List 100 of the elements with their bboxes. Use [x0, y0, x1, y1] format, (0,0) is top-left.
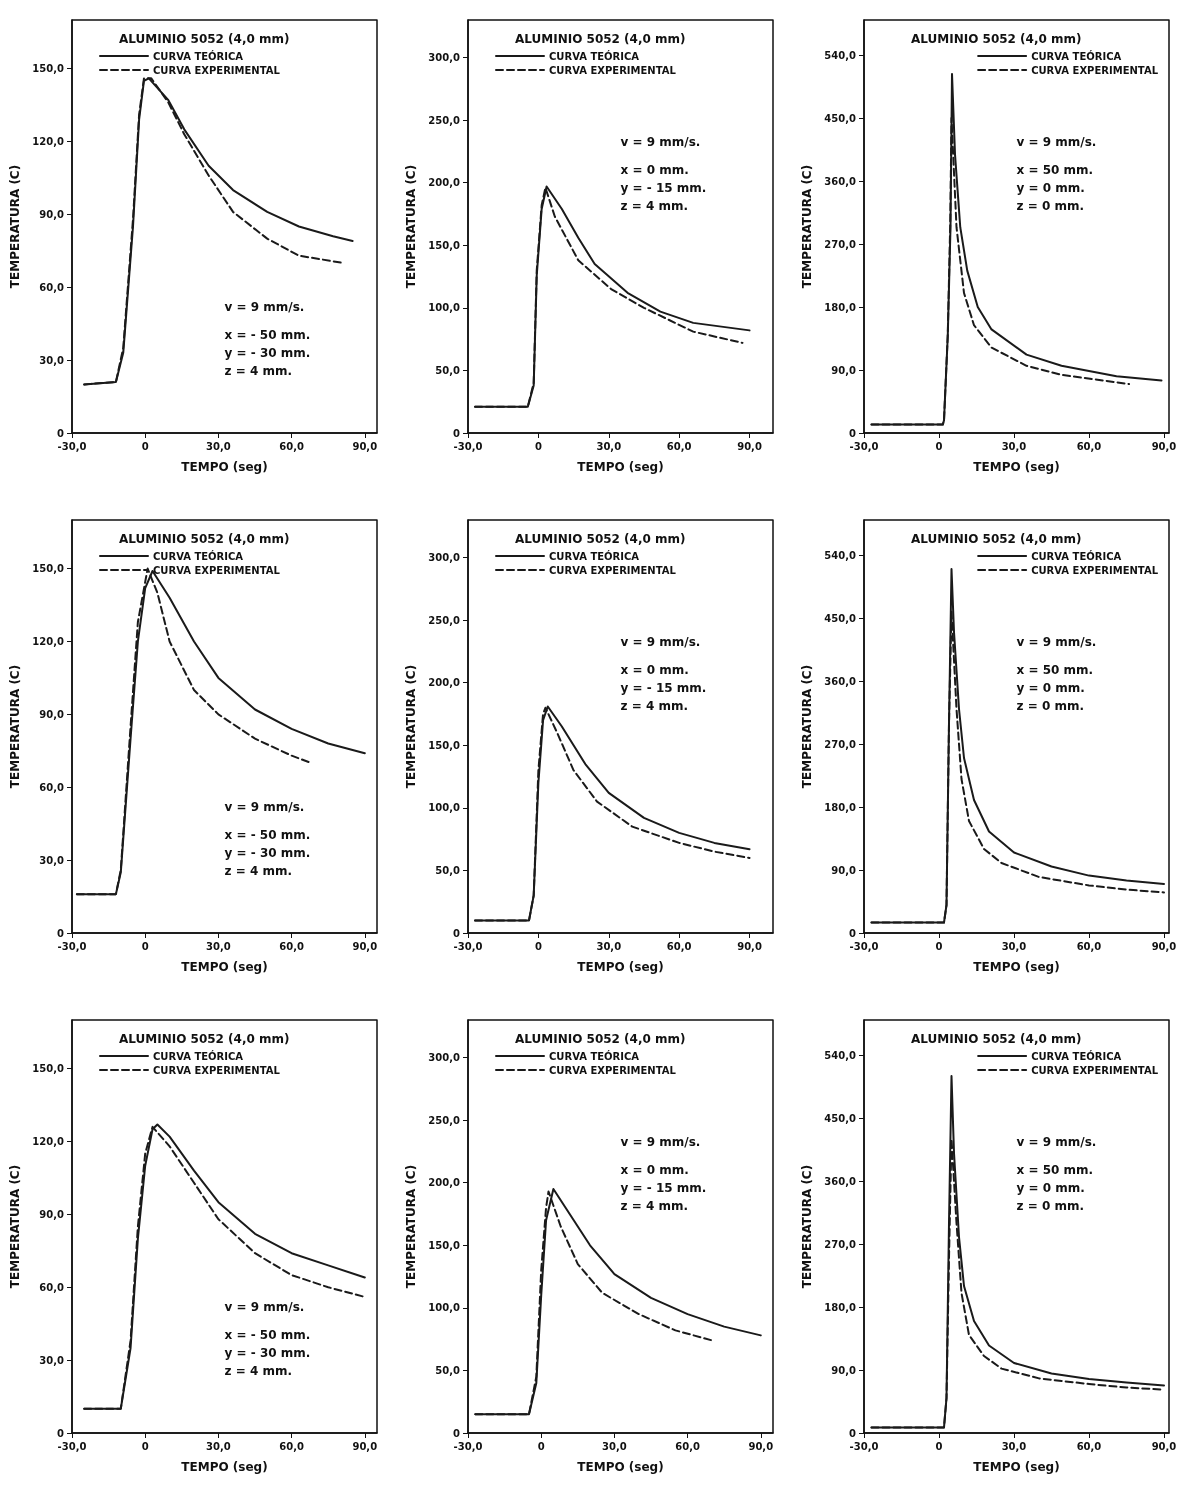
x-tick-label: 0 [935, 1440, 943, 1452]
annotation: v = 9 mm/s. [620, 134, 701, 149]
y-tick-label: 30,0 [39, 854, 65, 866]
annotation: z = 4 mm. [224, 863, 292, 878]
text: ALUMINIO 5052 (4,0 mm) [119, 32, 290, 46]
y-tick-label: 0 [57, 1427, 65, 1439]
annotation: z = 0 mm. [1016, 1198, 1084, 1213]
x-tick-label: 60,0 [1076, 1440, 1102, 1452]
y-axis-title: TEMPERATURA (C) [8, 1164, 23, 1289]
legend-label: CURVA EXPERIMENTAL [549, 64, 677, 76]
annotation: x = 0 mm. [620, 662, 689, 677]
y-tick-label: 300,0 [428, 552, 461, 564]
y-tick-label: 250,0 [428, 614, 461, 626]
y-tick-label: 360,0 [824, 675, 857, 687]
y-axis-title: TEMPERATURA (C) [404, 164, 419, 289]
x-tick-label: -30,0 [57, 1440, 87, 1452]
y-tick-label: 90,0 [39, 208, 65, 220]
annotation: v = 9 mm/s. [1016, 134, 1097, 149]
x-tick-label: -30,0 [453, 1440, 483, 1452]
x-tick-label: 30,0 [206, 1440, 231, 1452]
x-axis-title: TEMPO (seg) [973, 460, 1060, 474]
y-tick-label: 450,0 [824, 612, 857, 624]
y-tick-label: 30,0 [39, 354, 65, 366]
x-tick-label: 90,0 [1151, 940, 1177, 952]
y-tick-label: 180,0 [824, 1301, 857, 1313]
x-tick-label: 30,0 [1001, 1440, 1027, 1452]
y-tick-label: 0 [57, 427, 65, 439]
y-tick-label: 270,0 [824, 738, 857, 750]
x-tick-label: 90,0 [352, 440, 378, 452]
y-tick-label: 100,0 [428, 302, 461, 314]
y-tick-label: 150,0 [428, 1239, 461, 1251]
y-tick-label: 250,0 [428, 114, 461, 126]
y-tick-label: 0 [849, 1427, 857, 1439]
annotation: v = 9 mm/s. [224, 799, 305, 814]
x-tick-label: -30,0 [849, 440, 879, 452]
y-tick-label: 60,0 [39, 1281, 65, 1293]
text: ALUMINIO 5052 (4,0 mm) [515, 532, 686, 546]
y-tick-label: 90,0 [831, 364, 857, 376]
legend-label: CURVA TEÓRICA [1031, 49, 1122, 62]
annotation: v = 9 mm/s. [1016, 634, 1097, 649]
x-tick-label: 30,0 [596, 440, 622, 452]
x-tick-label: 30,0 [596, 940, 622, 952]
y-tick-label: 0 [849, 927, 857, 939]
text: ALUMINIO 5052 (4,0 mm) [911, 532, 1082, 546]
annotation: v = 9 mm/s. [620, 634, 701, 649]
x-axis-title: TEMPO (seg) [181, 460, 268, 474]
y-axis-title: TEMPERATURA (C) [8, 664, 23, 789]
x-tick-label: 0 [141, 440, 149, 452]
y-axis-title: TEMPERATURA (C) [8, 164, 23, 289]
annotation: x = 50 mm. [1016, 162, 1094, 177]
legend-label: CURVA EXPERIMENTAL [549, 564, 677, 576]
x-tick-label: 30,0 [1001, 940, 1027, 952]
annotation: v = 9 mm/s. [224, 1299, 305, 1314]
legend-label: CURVA EXPERIMENTAL [1031, 64, 1159, 76]
y-tick-label: 300,0 [428, 1052, 461, 1064]
annotation: x = 0 mm. [620, 1162, 689, 1177]
legend-label: CURVA TEÓRICA [153, 49, 244, 62]
y-tick-label: 0 [453, 1427, 461, 1439]
x-tick-label: -30,0 [849, 940, 879, 952]
y-tick-label: 0 [849, 427, 857, 439]
x-tick-label: 0 [935, 940, 943, 952]
x-tick-label: 60,0 [1076, 940, 1102, 952]
x-axis-title: TEMPO (seg) [973, 1460, 1060, 1474]
annotation: y = - 15 mm. [620, 1180, 707, 1195]
x-tick-label: 90,0 [352, 1440, 378, 1452]
x-tick-label: 30,0 [206, 940, 231, 952]
annotation: y = 0 mm. [1016, 1180, 1085, 1195]
x-axis-title: TEMPO (seg) [577, 460, 664, 474]
x-tick-label: 30,0 [602, 1440, 627, 1452]
y-tick-label: 60,0 [39, 281, 65, 293]
y-tick-label: 150,0 [428, 739, 461, 751]
y-tick-label: 150,0 [32, 1063, 65, 1075]
x-axis-title: TEMPO (seg) [181, 1460, 268, 1474]
y-tick-label: 90,0 [831, 864, 857, 876]
annotation: x = - 50 mm. [224, 1327, 311, 1342]
annotation: y = - 15 mm. [620, 680, 707, 695]
legend-label: CURVA TEÓRICA [549, 1049, 640, 1062]
y-tick-label: 90,0 [831, 1364, 857, 1376]
annotation: y = - 30 mm. [224, 1345, 311, 1360]
y-tick-label: 0 [453, 927, 461, 939]
annotation: x = - 50 mm. [224, 327, 311, 342]
annotation: z = 4 mm. [224, 1363, 292, 1378]
y-tick-label: 270,0 [824, 1238, 857, 1250]
x-tick-label: 60,0 [279, 940, 304, 952]
x-tick-label: 60,0 [666, 440, 692, 452]
legend-label: CURVA TEÓRICA [153, 1049, 244, 1062]
annotation: z = 0 mm. [1016, 198, 1084, 213]
annotation: x = 50 mm. [1016, 1162, 1094, 1177]
x-tick-label: 60,0 [279, 1440, 304, 1452]
x-tick-label: -30,0 [849, 1440, 879, 1452]
x-tick-label: 0 [141, 1440, 149, 1452]
y-axis-title: TEMPERATURA (C) [800, 664, 815, 789]
y-tick-label: 180,0 [824, 801, 857, 813]
y-tick-label: 90,0 [39, 1208, 65, 1220]
y-tick-label: 360,0 [824, 175, 857, 187]
text: ALUMINIO 5052 (4,0 mm) [515, 32, 686, 46]
annotation: z = 4 mm. [620, 198, 688, 213]
y-tick-label: 450,0 [824, 112, 857, 124]
x-tick-label: 0 [141, 940, 149, 952]
y-tick-label: 180,0 [824, 301, 857, 313]
